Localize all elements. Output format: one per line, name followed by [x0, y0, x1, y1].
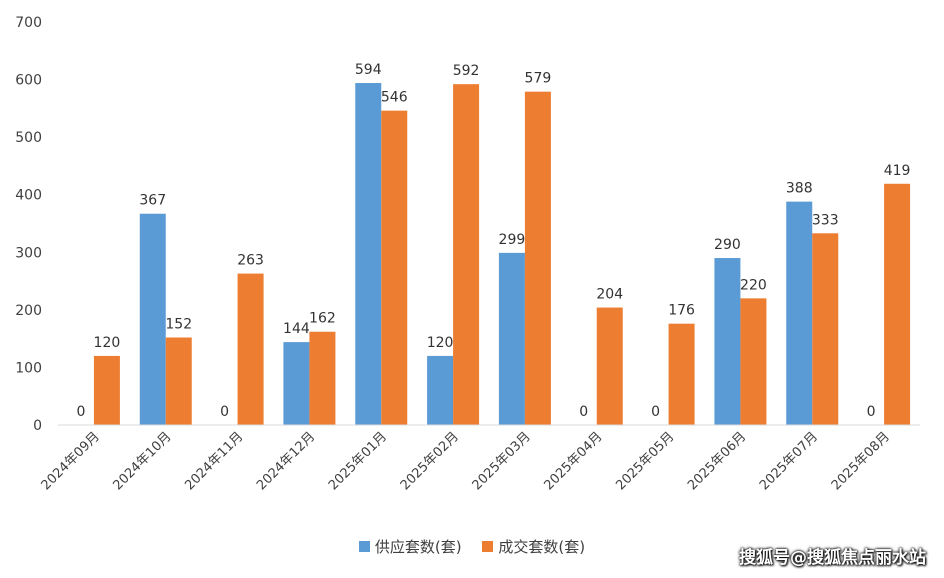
legend-item-supply: 供应套数(套) [358, 536, 462, 557]
data-label-group: 0 367 0 144 594 120 299 0 0 290 388 0 120 152 263 162 54… [76, 62, 910, 420]
data-label: 176 [668, 303, 695, 319]
x-tick-label: 2025年04月 [541, 429, 605, 493]
data-label: 162 [309, 311, 336, 327]
data-label: 0 [220, 404, 229, 420]
bar-deals [596, 307, 623, 425]
bar-supply [786, 201, 813, 425]
legend-label-deals: 成交套数(套) [498, 538, 586, 556]
bar-deals [309, 331, 336, 425]
y-tick-label: 300 [15, 245, 42, 261]
y-tick-label: 700 [15, 15, 42, 31]
x-tick-label: 2025年02月 [398, 429, 462, 493]
bar-deals [812, 233, 839, 425]
legend: 供应套数(套) 成交套数(套) [0, 536, 944, 557]
data-label: 333 [812, 212, 839, 228]
y-tick-label: 200 [15, 303, 42, 319]
y-tick-label: 100 [15, 360, 42, 376]
data-label: 546 [381, 90, 408, 106]
x-tick-label: 2025年03月 [470, 429, 534, 493]
bar-deals [237, 273, 264, 425]
legend-swatch-supply [358, 541, 370, 552]
data-label: 290 [714, 237, 741, 253]
data-label: 120 [427, 335, 454, 351]
y-tick-label: 400 [15, 188, 42, 204]
y-tick-label: 500 [15, 130, 42, 146]
bar-group [93, 83, 911, 426]
data-label: 263 [237, 253, 264, 269]
y-tick-label: 0 [33, 418, 42, 434]
y-axis: 0 100 200 300 400 500 600 700 [15, 15, 42, 434]
x-tick-label: 2025年05月 [613, 429, 677, 493]
data-label: 0 [651, 404, 660, 420]
data-label: 144 [283, 321, 310, 337]
data-label: 0 [76, 404, 85, 420]
data-label: 0 [579, 404, 588, 420]
x-axis: 2024年09月 2024年10月 2024年11月 2024年12月 2025年01月… [39, 429, 893, 493]
x-tick-label: 2025年06月 [685, 429, 749, 493]
bar-deals [381, 110, 408, 425]
data-label: 220 [740, 277, 767, 293]
bar-deals [668, 323, 695, 425]
data-label: 592 [453, 63, 480, 79]
x-tick-label: 2024年09月 [39, 429, 103, 493]
bar-deals [884, 183, 911, 425]
watermark: 搜狐号@搜狐焦点丽水站 [739, 548, 926, 568]
bar-supply [355, 83, 382, 426]
data-label: 204 [596, 287, 623, 303]
x-tick-label: 2025年01月 [326, 429, 390, 493]
data-label: 367 [139, 193, 166, 209]
bar-supply [139, 213, 166, 425]
legend-item-deals: 成交套数(套) [482, 536, 585, 557]
y-tick-label: 600 [15, 73, 42, 89]
bar-supply [714, 258, 741, 425]
bar-deals [524, 91, 551, 425]
data-label: 299 [499, 232, 526, 248]
data-label: 419 [884, 163, 911, 179]
bar-deals [93, 355, 120, 425]
x-tick-label: 2025年08月 [829, 429, 893, 493]
bar-supply [498, 252, 525, 425]
bar-deals [165, 337, 192, 425]
data-label: 0 [867, 404, 876, 420]
bar-deals [740, 298, 767, 425]
x-tick-label: 2024年11月 [182, 429, 246, 493]
x-tick-label: 2024年10月 [110, 429, 174, 493]
legend-label-supply: 供应套数(套) [374, 538, 462, 556]
bar-deals [453, 84, 480, 426]
data-label: 579 [525, 71, 552, 87]
bar-supply [283, 342, 310, 425]
legend-swatch-deals [482, 541, 494, 552]
data-label: 594 [355, 62, 382, 78]
data-label: 120 [94, 335, 121, 351]
data-label: 152 [165, 316, 192, 332]
x-tick-label: 2025年07月 [757, 429, 821, 493]
x-tick-label: 2024年12月 [254, 429, 318, 493]
data-label: 388 [786, 181, 813, 197]
bar-supply [427, 355, 454, 425]
